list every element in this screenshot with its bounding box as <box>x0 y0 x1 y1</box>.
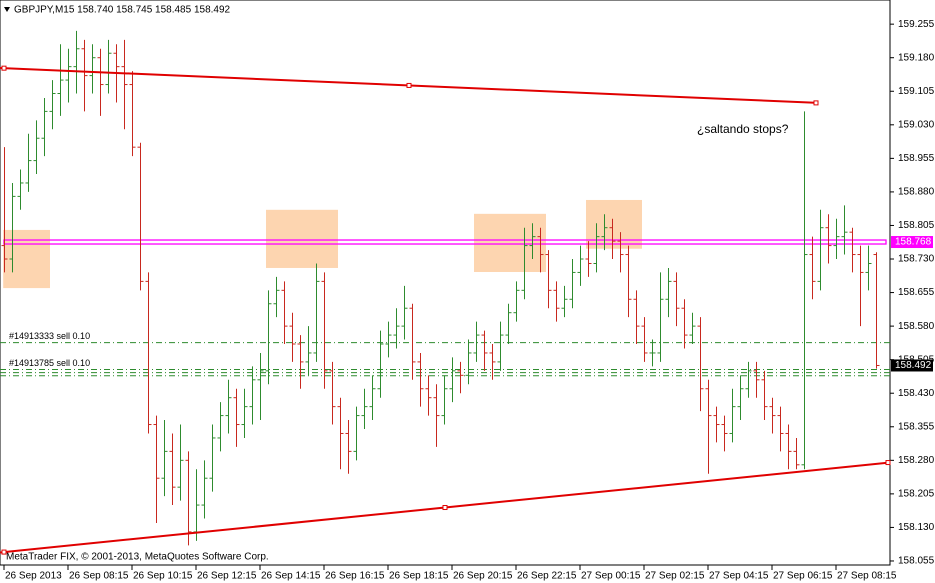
y-tick-label: 158.430 <box>898 388 935 399</box>
y-tick-label: 158.880 <box>898 187 935 198</box>
trendline-handle <box>1 549 7 555</box>
y-tick-label: 158.730 <box>898 254 935 265</box>
y-tick-label: 159.030 <box>898 119 935 130</box>
last-price-tag <box>891 359 933 372</box>
footer: MetaTrader FIX, © 2001-2013, MetaQuotes … <box>6 552 269 563</box>
x-tick-label: 26 Sep 18:15 <box>389 571 449 582</box>
hline-price-tag <box>891 236 933 249</box>
x-tick-label: 26 Sep 12:15 <box>197 571 257 582</box>
y-tick-label: 158.580 <box>898 321 935 332</box>
trendline-handle <box>885 460 891 466</box>
x-tick-label: 26 Sep 22:15 <box>517 571 577 582</box>
y-tick-label: 158.055 <box>898 556 935 567</box>
hline-price-label: 158.768 <box>895 237 932 248</box>
x-tick-label: 26 Sep 14:15 <box>261 571 321 582</box>
x-tick-label: 27 Sep 06:15 <box>773 571 833 582</box>
last-price-label: 158.492 <box>895 360 932 371</box>
x-tick-label: 26 Sep 10:15 <box>133 571 193 582</box>
x-tick-label: 26 Sep 20:15 <box>453 571 513 582</box>
y-tick-label: 159.105 <box>898 86 935 97</box>
y-tick-label: 158.130 <box>898 522 935 533</box>
x-tick-label: 27 Sep 00:15 <box>581 571 641 582</box>
zone <box>474 213 546 272</box>
y-tick-label: 158.280 <box>898 455 935 466</box>
trendline-handle <box>813 100 819 106</box>
x-tick-label: 27 Sep 02:15 <box>645 571 705 582</box>
x-tick-label: 27 Sep 04:15 <box>709 571 769 582</box>
y-tick-label: 158.205 <box>898 489 935 500</box>
zone <box>266 209 338 268</box>
x-tick-label: 26 Sep 16:15 <box>325 571 385 582</box>
annotation: ¿saltando stops? <box>697 122 789 136</box>
trendline-handle <box>442 505 448 511</box>
y-tick-label: 159.255 <box>898 19 935 30</box>
order-label: #14913785 sell 0.10 <box>9 358 90 368</box>
y-tick-label: 159.180 <box>898 52 935 63</box>
trendline-handle <box>406 82 412 88</box>
y-tick-label: 158.355 <box>898 421 935 432</box>
plot-frame <box>0 0 891 566</box>
y-tick-label: 158.805 <box>898 220 935 231</box>
x-tick-label: 27 Sep 08:15 <box>837 571 897 582</box>
y-tick-label: 158.955 <box>898 153 935 164</box>
menu-triangle[interactable] <box>4 7 10 12</box>
y-tick-label: 158.655 <box>898 287 935 298</box>
trendline-handle <box>1 65 7 71</box>
x-tick-label: 26 Sep 08:15 <box>69 571 129 582</box>
chart-title: GBPJPY,M15 158.740 158.745 158.485 158.4… <box>14 5 231 16</box>
x-tick-label: 26 Sep 2013 <box>5 571 62 582</box>
order-label: #14913333 sell 0.10 <box>9 331 90 341</box>
